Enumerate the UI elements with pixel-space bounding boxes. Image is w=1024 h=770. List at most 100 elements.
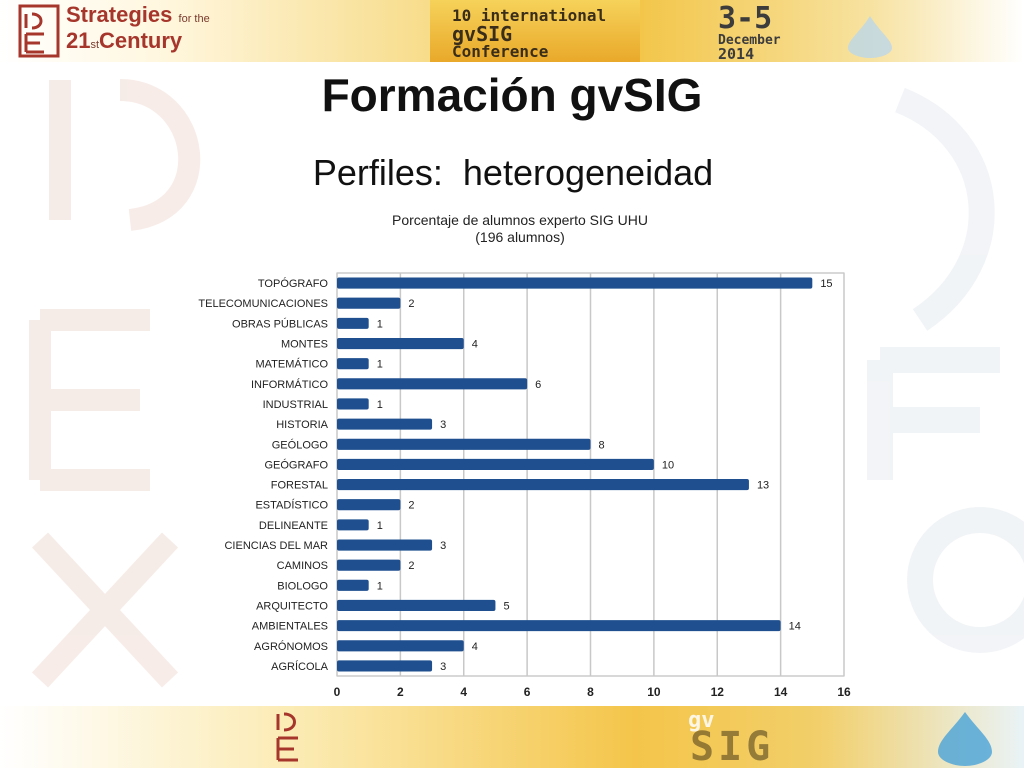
x-tick-label: 2 xyxy=(397,685,404,699)
conf-line3: Conference xyxy=(452,42,549,61)
data-label: 3 xyxy=(440,540,446,552)
data-label: 10 xyxy=(662,459,674,471)
footer-sig: SIG xyxy=(690,724,775,770)
conference-name: 10 international gvSIG Conference xyxy=(452,8,606,60)
footer-gv: gv xyxy=(688,708,715,733)
bar xyxy=(337,337,464,350)
data-label: 4 xyxy=(472,641,478,653)
bar xyxy=(337,579,369,591)
bar xyxy=(337,519,369,531)
data-label: 1 xyxy=(377,318,383,330)
bar xyxy=(337,660,433,672)
bar xyxy=(337,358,369,370)
footer-banner: gv SIG xyxy=(0,706,1024,770)
x-tick-label: 14 xyxy=(774,685,788,699)
data-label: 6 xyxy=(535,379,541,391)
x-tick-label: 8 xyxy=(587,685,594,699)
data-label: 5 xyxy=(503,600,509,612)
x-tick-label: 4 xyxy=(460,685,467,699)
y-tick-label: FORESTAL xyxy=(271,480,328,492)
conference-logo-icon xyxy=(18,4,60,58)
data-label: 4 xyxy=(472,339,478,351)
bar xyxy=(337,277,813,289)
data-label: 2 xyxy=(408,500,414,512)
slide-subtitle: Perfiles: heterogeneidad xyxy=(312,152,714,193)
event-st: st xyxy=(90,39,100,51)
conference-date: 3-5 December 2014 xyxy=(718,4,781,62)
data-label: 13 xyxy=(757,480,769,492)
footer-logo-icon xyxy=(276,712,298,762)
banner-left-panel xyxy=(0,0,430,62)
bar xyxy=(337,599,496,612)
y-tick-label: MONTES xyxy=(281,339,328,351)
footer-background xyxy=(0,706,1024,768)
y-tick-label: ESTADÍSTICO xyxy=(255,499,328,512)
x-tick-label: 10 xyxy=(647,685,661,699)
data-label: 8 xyxy=(599,439,605,451)
bar xyxy=(337,479,749,491)
data-label: 1 xyxy=(377,520,383,532)
bar xyxy=(337,378,528,390)
banner-right-panel xyxy=(640,0,1024,62)
y-tick-label: CIENCIAS DEL MAR xyxy=(224,540,328,552)
y-tick-label: INFORMÁTICO xyxy=(251,378,328,391)
footer-drop-icon xyxy=(938,712,992,766)
banner-middle-panel xyxy=(430,0,640,62)
bar xyxy=(337,317,369,329)
y-tick-label: DELINEANTE xyxy=(259,520,328,532)
bar xyxy=(337,499,401,511)
chart-title: Porcentaje de alumnos experto SIG UHU xyxy=(391,212,648,228)
data-label: 2 xyxy=(408,560,414,572)
y-tick-label: HISTORIA xyxy=(276,419,328,431)
bar xyxy=(337,458,654,470)
y-tick-label: GEÓLOGO xyxy=(272,438,329,451)
event-line2: 21 xyxy=(66,28,91,53)
date-month: December xyxy=(718,33,781,48)
y-tick-label: TELECOMUNICACIONES xyxy=(198,298,328,310)
event-line1: Strategies xyxy=(66,2,173,27)
chart-title-block: Porcentaje de alumnos experto SIG UHU (1… xyxy=(170,212,870,246)
event-for-the: for the xyxy=(178,13,210,25)
y-tick-label: ARQUITECTO xyxy=(256,600,328,612)
bar xyxy=(337,559,401,571)
y-tick-label: AGRÓNOMOS xyxy=(254,640,328,653)
data-label: 1 xyxy=(377,359,383,371)
bar xyxy=(337,297,401,309)
x-tick-label: 12 xyxy=(711,685,725,699)
x-tick-label: 6 xyxy=(524,685,531,699)
data-label: 14 xyxy=(789,621,801,633)
data-label: 2 xyxy=(408,298,414,310)
y-tick-label: INDUSTRIAL xyxy=(263,399,328,411)
bar xyxy=(337,438,591,450)
y-tick-label: MATEMÁTICO xyxy=(255,358,328,371)
y-tick-label: OBRAS PÚBLICAS xyxy=(232,317,328,330)
y-tick-label: AMBIENTALES xyxy=(252,621,328,633)
conf-line2: gvSIG xyxy=(452,22,513,46)
data-label: 3 xyxy=(440,661,446,673)
bar xyxy=(337,620,781,632)
data-label: 1 xyxy=(377,399,383,411)
slide-title: Formación gvSIG xyxy=(321,69,703,121)
date-range: 3-5 xyxy=(718,1,773,36)
bar xyxy=(337,418,433,430)
x-tick-label: 16 xyxy=(837,685,851,699)
data-label: 15 xyxy=(820,278,832,290)
data-label: 1 xyxy=(377,580,383,592)
bar xyxy=(337,640,464,652)
event-century: Century xyxy=(99,28,183,53)
y-tick-label: AGRÍCOLA xyxy=(271,660,329,673)
bar xyxy=(337,539,433,551)
header-banner: Strategies for the 21stCentury 10 intern… xyxy=(0,0,1024,62)
data-label: 3 xyxy=(440,419,446,431)
event-name: Strategies for the 21stCentury xyxy=(66,4,210,56)
bar xyxy=(337,398,369,410)
y-tick-label: CAMINOS xyxy=(277,560,328,572)
chart-subtitle: (196 alumnos) xyxy=(475,229,565,245)
conf-line1: 10 international xyxy=(452,6,607,25)
date-year: 2014 xyxy=(718,45,755,63)
drop-icon xyxy=(848,16,892,58)
y-tick-label: TOPÓGRAFO xyxy=(258,277,329,290)
x-tick-label: 0 xyxy=(334,685,341,699)
y-tick-label: GEÓGRAFO xyxy=(264,458,328,471)
